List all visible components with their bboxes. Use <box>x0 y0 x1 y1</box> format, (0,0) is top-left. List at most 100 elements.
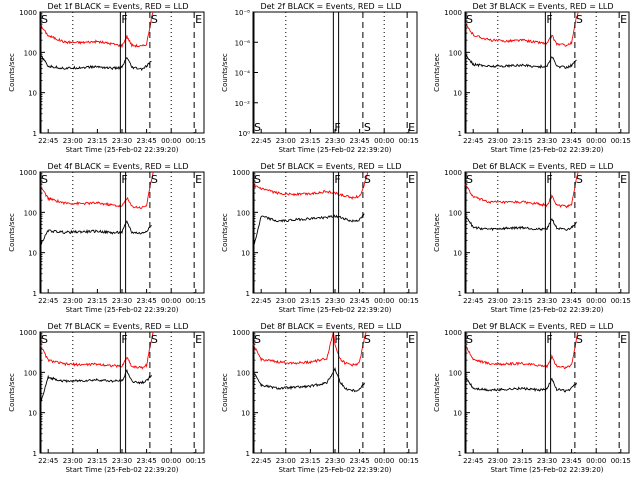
marker-label: S <box>364 173 371 186</box>
x-tick-label: 23:00 <box>488 297 508 305</box>
x-tick-label: 23:30 <box>325 457 345 465</box>
x-tick-label: 00:00 <box>161 297 181 305</box>
y-axis-label: Counts/sec <box>221 373 229 412</box>
x-tick-label: 23:15 <box>300 457 320 465</box>
marker-label: E <box>620 13 627 26</box>
series-line <box>464 52 577 69</box>
panel-title: Det 6f BLACK = Events, RED = LLD <box>472 162 613 171</box>
y-tick-label: 1 <box>33 130 37 138</box>
x-tick-label: 00:00 <box>586 297 606 305</box>
x-tick-label: 23:30 <box>537 297 557 305</box>
x-axis-label: Start Time (25-Feb-02 22:39:20) <box>65 146 178 154</box>
x-tick-label: 23:45 <box>137 457 157 465</box>
x-tick-label: 00:15 <box>186 457 206 465</box>
x-tick-label: 23:30 <box>112 457 132 465</box>
x-tick-label: 00:15 <box>611 457 631 465</box>
x-tick-label: 23:15 <box>300 137 320 145</box>
plot-frame <box>252 11 418 134</box>
series-line <box>252 213 365 251</box>
x-tick-label: 23:45 <box>137 137 157 145</box>
y-tick-label: 100 <box>24 49 37 57</box>
marker-label: F <box>546 173 552 186</box>
y-axis-label: Counts/sec <box>433 373 441 412</box>
series-line <box>39 11 154 49</box>
y-tick-label: 10 <box>28 410 37 418</box>
marker-label: E <box>195 333 202 346</box>
x-axis-label: Start Time (25-Feb-02 22:39:20) <box>490 306 603 314</box>
plot-frame <box>252 331 418 454</box>
y-tick-label: 1 <box>33 450 37 458</box>
y-tick-label: 1000 <box>444 9 462 17</box>
y-tick-label: 100 <box>24 209 37 217</box>
marker-label: S <box>254 173 261 186</box>
x-tick-label: 22:45 <box>463 297 483 305</box>
x-tick-label: 00:00 <box>374 457 394 465</box>
y-tick-label: 1000 <box>19 329 37 337</box>
marker-label: F <box>121 173 127 186</box>
x-tick-label: 23:15 <box>87 137 107 145</box>
x-tick-label: 00:15 <box>611 297 631 305</box>
marker-label: S <box>466 333 473 346</box>
x-tick-label: 23:30 <box>325 297 345 305</box>
marker-label: E <box>408 121 415 134</box>
y-tick-label: 10 <box>453 250 462 258</box>
x-tick-label: 23:30 <box>325 137 345 145</box>
x-tick-label: 22:45 <box>38 137 58 145</box>
y-tick-label: 10⁻⁶ <box>235 39 251 47</box>
panel-title: Det 9f BLACK = Events, RED = LLD <box>472 322 613 331</box>
x-tick-label: 23:00 <box>276 457 296 465</box>
marker-label: S <box>254 333 261 346</box>
plot-frame <box>464 11 630 134</box>
x-tick-label: 23:45 <box>562 137 582 145</box>
x-tick-label: 23:00 <box>276 137 296 145</box>
marker-label: E <box>195 13 202 26</box>
x-tick-label: 23:15 <box>87 297 107 305</box>
marker-label: S <box>151 13 158 26</box>
panel-title: Det 8f BLACK = Events, RED = LLD <box>260 322 401 331</box>
x-axis-label: Start Time (25-Feb-02 22:39:20) <box>490 466 603 474</box>
x-tick-label: 23:45 <box>562 457 582 465</box>
marker-label: F <box>334 333 340 346</box>
marker-label: E <box>195 173 202 186</box>
x-tick-label: 22:45 <box>463 137 483 145</box>
series-line <box>464 331 579 369</box>
marker-label: S <box>576 13 583 26</box>
x-tick-label: 23:15 <box>512 137 532 145</box>
series-line <box>464 375 577 393</box>
x-tick-label: 23:45 <box>350 137 370 145</box>
marker-label: F <box>334 121 340 134</box>
y-tick-label: 1000 <box>444 169 462 177</box>
series-line <box>252 331 367 367</box>
x-tick-label: 00:00 <box>586 137 606 145</box>
plot-frame <box>39 331 205 454</box>
x-tick-label: 23:00 <box>488 137 508 145</box>
plot-frame <box>39 11 205 134</box>
x-tick-label: 23:00 <box>63 297 83 305</box>
marker-label: S <box>41 13 48 26</box>
x-tick-label: 00:15 <box>186 297 206 305</box>
y-tick-label: 100 <box>237 209 250 217</box>
y-tick-label: 1 <box>458 130 462 138</box>
x-tick-label: 00:15 <box>399 137 419 145</box>
x-axis-label: Start Time (25-Feb-02 22:39:20) <box>278 306 391 314</box>
y-axis-label: Counts/sec <box>8 213 16 252</box>
y-tick-label: 100 <box>449 209 462 217</box>
x-tick-label: 23:15 <box>87 457 107 465</box>
series-line <box>252 367 365 393</box>
marker-label: S <box>576 173 583 186</box>
x-tick-label: 22:45 <box>38 457 58 465</box>
x-tick-label: 00:00 <box>374 137 394 145</box>
panel-title: Det 3f BLACK = Events, RED = LLD <box>472 2 613 11</box>
x-tick-label: 23:45 <box>350 297 370 305</box>
y-tick-label: 1000 <box>232 169 250 177</box>
marker-label: S <box>466 13 473 26</box>
y-tick-label: 100 <box>449 49 462 57</box>
x-tick-label: 23:15 <box>512 297 532 305</box>
x-tick-label: 22:45 <box>463 457 483 465</box>
marker-label: F <box>546 333 552 346</box>
y-tick-label: 100 <box>237 369 250 377</box>
y-axis-label: Counts/sec <box>433 213 441 252</box>
y-axis-label: Counts/sec <box>221 213 229 252</box>
x-tick-label: 23:30 <box>537 137 557 145</box>
series-line <box>464 11 579 47</box>
